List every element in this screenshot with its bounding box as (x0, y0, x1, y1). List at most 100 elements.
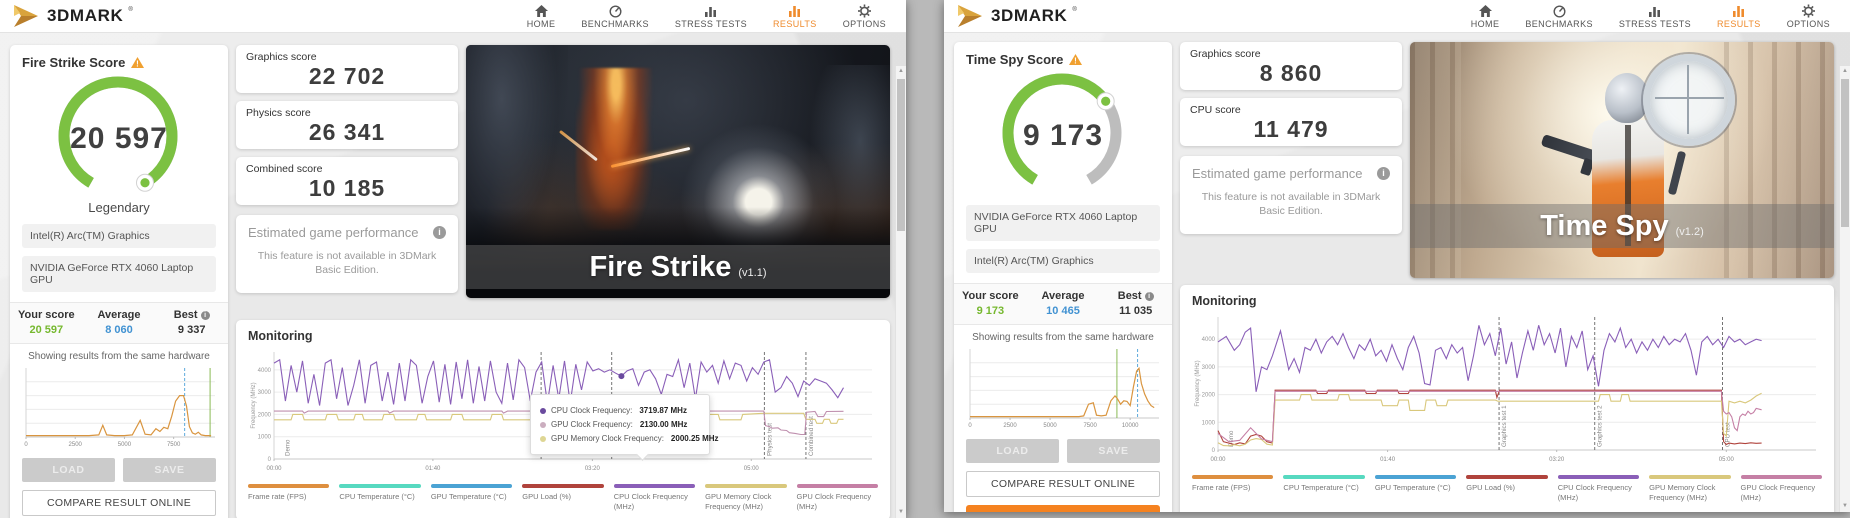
benchmark-title-banner: Time Spy (v1.2) (1410, 204, 1834, 248)
stat-your-score: Your score 20 597 (18, 309, 75, 336)
info-icon[interactable]: i (1144, 291, 1154, 301)
score-gauge: 9 173 (988, 71, 1138, 197)
nav-home[interactable]: HOME (1471, 4, 1500, 29)
svg-text:5000: 5000 (1043, 423, 1057, 429)
legend-color-bar (1740, 475, 1822, 479)
legend-color-bar (1649, 475, 1731, 479)
scroll-up-arrow[interactable]: ▲ (898, 68, 904, 74)
legend-item: GPU Clock Frequency (MHz) (796, 484, 878, 512)
svg-text:3000: 3000 (258, 390, 272, 396)
nav-home[interactable]: HOME (527, 4, 556, 29)
time-spy-score-panel: Time Spy Score ! 9 173 NVIDIA GeForce RT… (954, 42, 1172, 512)
legend-color-bar (430, 484, 513, 488)
legend-item: GPU Temperature (°C) (1374, 475, 1457, 503)
load-button[interactable]: LOAD (22, 458, 115, 482)
svg-text:Combined test: Combined test (808, 416, 815, 456)
scroll-down-arrow[interactable]: ▼ (1842, 503, 1848, 509)
svg-text:2000: 2000 (258, 412, 272, 418)
legend-color-bar (705, 484, 787, 488)
hero-art-columns-left (1410, 42, 1461, 278)
nav-options[interactable]: OPTIONS (843, 4, 886, 29)
monitoring-title: Monitoring (248, 329, 313, 343)
device-name: Intel(R) Arc(TM) Graphics (966, 249, 1160, 273)
svg-text:00:00: 00:00 (1210, 457, 1226, 463)
overall-score: 20 597 (70, 122, 168, 155)
svg-text:1000: 1000 (258, 435, 272, 441)
svg-text:7500: 7500 (167, 442, 181, 448)
warning-icon: ! (131, 57, 145, 68)
options-gear-icon (857, 4, 871, 17)
legend-color-bar (1466, 475, 1548, 479)
save-button[interactable]: SAVE (123, 458, 216, 482)
legend-color-bar (613, 484, 696, 488)
info-icon[interactable]: i (433, 226, 446, 239)
legend-color-bar (1374, 475, 1457, 479)
graphics-score-card: Graphics score 22 702 (236, 45, 458, 93)
legend-item: GPU Memory Clock Frequency (MHz) (1649, 475, 1731, 503)
monitoring-chart[interactable]: 0 1000 2000 3000 4000 00:00 01:40 03:20 05:00 Dem… (1192, 311, 1822, 468)
estimated-game-performance-card: Estimated game performance i This featur… (1180, 156, 1402, 234)
main-nav: HOME BENCHMARKS STRESS TESTS RESULTS OPT… (1471, 4, 1838, 29)
results-icon (1733, 5, 1745, 17)
hardware-note: Showing results from the same hardware (28, 351, 210, 362)
svg-text:01:40: 01:40 (425, 466, 441, 472)
registered-mark: ® (128, 7, 133, 13)
scroll-up-arrow[interactable]: ▲ (1842, 68, 1848, 74)
legend-color-bar (339, 484, 421, 488)
time-spy-content: Time Spy Score ! 9 173 NVIDIA GeForce RT… (944, 33, 1850, 512)
window-scrollbar[interactable]: ▲ ▼ (1839, 66, 1850, 512)
nav-stress-tests[interactable]: STRESS TESTS (1619, 4, 1691, 29)
svg-text:05:00: 05:00 (744, 466, 760, 472)
svg-text:7500: 7500 (1083, 423, 1097, 429)
nav-benchmarks[interactable]: BENCHMARKS (581, 4, 649, 29)
series-dot (540, 435, 546, 442)
svg-text:03:20: 03:20 (585, 466, 601, 472)
compare-result-online-button[interactable]: COMPARE RESULT ONLINE (22, 490, 216, 516)
svg-text:2500: 2500 (1003, 423, 1017, 429)
device-name: NVIDIA GeForce RTX 4060 Laptop GPU (22, 256, 216, 292)
svg-text:Demo: Demo (1228, 430, 1235, 447)
svg-text:Graphics test 2: Graphics test 2 (1597, 405, 1604, 447)
nav-benchmarks[interactable]: BENCHMARKS (1525, 4, 1593, 29)
legend-label: GPU Memory Clock Frequency (MHz) (1649, 483, 1716, 502)
svg-text:01:40: 01:40 (1380, 457, 1396, 463)
run-again-button[interactable]: RUN AGAIN (966, 505, 1160, 512)
stat-average: Average 8 060 (97, 309, 141, 336)
monitoring-legend: Frame rate (FPS) CPU Temperature (°C) GPU … (1192, 475, 1822, 503)
svg-text:0: 0 (268, 457, 272, 463)
save-button[interactable]: SAVE (1067, 439, 1160, 463)
hero-art-helmet (1605, 72, 1650, 123)
legend-color-bar (522, 484, 604, 488)
tooltip-row: GPU Memory Clock Frequency: 2000.25 MHz (540, 434, 719, 443)
svg-text:05:00: 05:00 (1719, 457, 1735, 463)
svg-text:4000: 4000 (1202, 337, 1216, 343)
legend-item: GPU Clock Frequency (MHz) (1740, 475, 1822, 503)
legend-item: CPU Clock Frequency (MHz) (613, 484, 696, 512)
compare-result-online-button[interactable]: COMPARE RESULT ONLINE (966, 471, 1160, 497)
info-icon[interactable]: i (1377, 167, 1390, 180)
nav-results[interactable]: RESULTS (773, 4, 817, 29)
monitoring-panel: Monitoring 0 1000 2000 3000 4000 00:00 01:40 03… (1180, 285, 1834, 512)
scroll-down-arrow[interactable]: ▼ (898, 509, 904, 515)
scrollbar-thumb[interactable] (897, 79, 905, 231)
legend-label: CPU Temperature (°C) (339, 492, 415, 501)
svg-text:Physics test: Physics test (766, 423, 773, 456)
cpu-score-card: CPU score 11 479 (1180, 98, 1402, 146)
hero-art-columns-right (1723, 42, 1834, 278)
legend-label: CPU Clock Frequency (MHz) (613, 492, 688, 511)
legend-label: GPU Memory Clock Frequency (MHz) (705, 492, 772, 511)
score-stats: Your score 9 173 Average 10 465 Best i 11… (954, 283, 1172, 325)
nav-stress-tests[interactable]: STRESS TESTS (675, 4, 747, 29)
nav-results[interactable]: RESULTS (1717, 4, 1761, 29)
svg-text:4000: 4000 (258, 368, 272, 374)
scrollbar-thumb[interactable] (1841, 79, 1849, 227)
load-button[interactable]: LOAD (966, 439, 1059, 463)
svg-text:!: ! (1074, 57, 1077, 65)
window-scrollbar[interactable]: ▲ ▼ (895, 66, 906, 518)
overall-score: 9 173 (1022, 119, 1104, 152)
info-icon[interactable]: i (200, 310, 210, 320)
legend-item: GPU Temperature (°C) (430, 484, 513, 512)
stat-best: Best i 9 337 (155, 309, 228, 336)
nav-options[interactable]: OPTIONS (1787, 4, 1830, 29)
legend-label: GPU Clock Frequency (MHz) (796, 492, 872, 511)
